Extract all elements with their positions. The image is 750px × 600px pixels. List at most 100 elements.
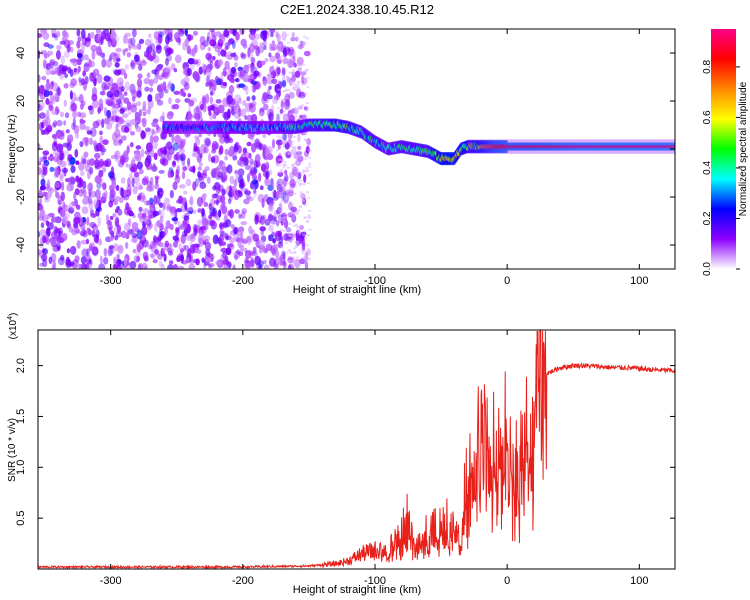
- heatmap-cell: [205, 257, 212, 263]
- heatmap-cell: [211, 193, 216, 199]
- heatmap-cell: [294, 223, 298, 226]
- heatmap-cell: [208, 214, 213, 220]
- heatmap-cell: [293, 224, 297, 227]
- heatmap-cell: [289, 112, 293, 115]
- heatmap-cell: [52, 122, 57, 128]
- heatmap-cell: [131, 29, 137, 38]
- heatmap-cell: [140, 60, 147, 66]
- heatmap-cell: [231, 40, 236, 49]
- spectrogram-frame: [37, 28, 676, 270]
- heatmap-cell: [124, 48, 129, 53]
- heatmap-cell: [113, 89, 120, 98]
- heatmap-cell: [112, 264, 118, 269]
- heatmap-cell: [296, 163, 300, 166]
- heatmap-cell: [167, 97, 172, 105]
- heatmap-cell: [126, 145, 130, 154]
- heatmap-cell: [233, 250, 241, 260]
- ridge-band: [619, 139, 621, 154]
- heatmap-cell: [51, 82, 59, 92]
- heatmap-cell: [98, 98, 104, 109]
- heatmap-cell: [97, 216, 102, 227]
- heatmap-cell: [196, 196, 203, 207]
- heatmap-cell: [96, 182, 102, 189]
- heatmap-cell: [305, 109, 309, 112]
- heatmap-cell: [148, 244, 153, 250]
- colorbar-tick-label: 0.2: [702, 211, 713, 225]
- heatmap-cell: [162, 202, 166, 211]
- heatmap-cell: [76, 183, 84, 189]
- ridge-band: [672, 139, 674, 154]
- heatmap-cell: [295, 181, 299, 184]
- heatmap-cell: [46, 79, 50, 84]
- ridge-band: [567, 139, 570, 154]
- heatmap-cell: [248, 196, 254, 202]
- heatmap-cell: [230, 224, 235, 229]
- ridge-band: [534, 139, 537, 154]
- ridge-band: [533, 139, 535, 154]
- heatmap-cell: [86, 216, 90, 226]
- heatmap-cell: [39, 112, 46, 119]
- heatmap-cell: [181, 260, 189, 265]
- heatmap-cell: [64, 73, 68, 79]
- heatmap-cell: [185, 235, 193, 241]
- heatmap-cell: [60, 55, 65, 65]
- heatmap-cell: [72, 109, 78, 119]
- heatmap-cell: [115, 115, 120, 123]
- heatmap-cell: [164, 44, 169, 53]
- heatmap-cell: [209, 206, 216, 217]
- heatmap-cell: [171, 160, 177, 168]
- heatmap-cell: [144, 86, 150, 92]
- heatmap-cell: [298, 225, 302, 228]
- heatmap-cell: [290, 206, 297, 213]
- heatmap-cell: [297, 86, 301, 89]
- colorbar-label: Normalized spectral amplitude: [738, 81, 749, 216]
- heatmap-cell: [181, 171, 186, 180]
- heatmap-cell: [248, 103, 256, 113]
- heatmap-cell: [276, 79, 280, 82]
- heatmap-cell: [105, 99, 113, 107]
- ridge-band: [489, 139, 492, 154]
- ridge-band: [578, 139, 580, 154]
- heatmap-cell: [96, 49, 103, 57]
- heatmap-cell: [144, 127, 151, 132]
- heatmap-cell: [214, 166, 220, 177]
- heatmap-cell: [262, 259, 267, 265]
- heatmap-cell: [189, 195, 194, 206]
- heatmap-cell: [114, 62, 120, 68]
- heatmap-cell: [74, 255, 80, 263]
- heatmap-cell: [292, 59, 296, 62]
- ridge-band: [637, 139, 640, 154]
- ridge-band: [550, 139, 553, 154]
- heatmap-cell: [69, 183, 74, 192]
- heatmap-cell: [162, 29, 169, 36]
- heatmap-cell: [91, 50, 96, 60]
- heatmap-cell: [115, 115, 120, 123]
- heatmap-cell: [204, 238, 209, 245]
- heatmap-cell: [279, 208, 283, 211]
- heatmap-cell: [278, 44, 282, 47]
- heatmap-cell: [43, 53, 51, 58]
- heatmap-cell: [90, 44, 98, 52]
- heatmap-cell: [118, 93, 125, 100]
- heatmap-cell: [162, 245, 167, 253]
- heatmap-cell: [163, 197, 171, 205]
- heatmap-cell: [124, 126, 130, 133]
- heatmap-cell: [281, 55, 285, 58]
- heatmap-cell: [283, 74, 287, 77]
- heatmap-cell: [151, 128, 155, 136]
- heatmap-cell: [166, 205, 171, 212]
- heatmap-cell: [270, 104, 275, 112]
- heatmap-cell: [115, 184, 120, 192]
- heatmap-cell: [157, 198, 161, 207]
- heatmap-cell: [147, 210, 153, 220]
- heatmap-cell: [260, 60, 266, 66]
- colorbar-scale: [711, 29, 736, 269]
- heatmap-cell: [294, 258, 298, 261]
- heatmap-cell: [287, 234, 291, 237]
- heatmap-cell: [70, 58, 76, 65]
- heatmap-cell: [193, 225, 198, 234]
- heatmap-cell: [296, 168, 300, 171]
- heatmap-cell: [262, 76, 268, 86]
